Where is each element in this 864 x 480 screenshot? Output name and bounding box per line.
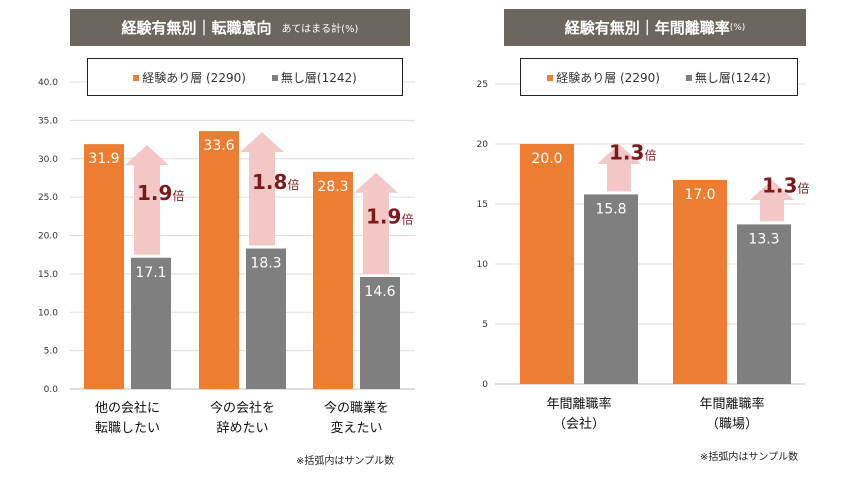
y-tick-label: 35.0 [38,116,58,126]
chart2-title-bar: 経験有無別｜年間離職率 (%) [504,9,806,46]
data-label: 28.3 [317,179,348,195]
chart2-note: ※括弧内はサンプル数 [700,452,799,463]
data-label: 31.9 [88,151,119,167]
chart1-title-bar: 経験有無別｜転職意向 あてはまる計(%) [70,9,410,46]
category-label: 他の会社に [95,400,160,416]
data-label: 15.8 [595,201,626,217]
chart2-title: 経験有無別｜年間離職率 [564,19,730,37]
y-tick-label: 0.0 [44,385,59,395]
y-tick-label: 5 [482,320,488,330]
data-label: 17.1 [135,265,166,281]
y-tick-label: 15.0 [38,270,58,280]
ratio-arrow [750,180,794,222]
data-label: 33.6 [203,138,234,154]
category-label: 年間離職率 [699,396,764,412]
y-tick-label: 15 [477,200,488,210]
ratio-arrow [240,132,284,246]
bar-experienced [313,171,353,389]
bar-none [737,224,791,384]
legend-item: 無し層(1242) [685,69,771,86]
y-tick-label: 25.0 [38,193,58,203]
category-label: 変えたい [330,420,382,436]
chart2-legend: 経験あり層 (2290) 無し層(1242) [520,58,798,96]
ratio-label: 1.3倍 [609,141,656,165]
y-tick-label: 20.0 [38,232,58,242]
y-tick-label: 0 [482,380,488,390]
category-label: （会社） [553,416,605,432]
data-label: 17.0 [684,187,715,203]
bar-experienced [520,144,574,384]
ratio-arrow [354,172,398,274]
data-label: 18.3 [250,256,281,272]
category-label: 今の会社を [210,400,275,416]
chart2-subtitle: (%) [729,22,746,33]
y-tick-label: 25 [477,80,488,90]
ratio-label: 1.8倍 [252,170,299,194]
category-label: 今の職業を [324,400,389,416]
y-tick-label: 10.0 [38,308,58,318]
bar-none [131,257,171,389]
chart1-legend: 経験あり層 (2290) 無し層(1242) [87,58,403,96]
y-tick-label: 40.0 [38,78,58,88]
bar-experienced [673,180,727,384]
category-label: （職場） [706,417,758,432]
data-label: 14.6 [364,284,395,300]
bar-experienced [199,131,239,389]
ratio-label: 1.9倍 [366,204,413,228]
ratio-arrow [597,144,641,192]
y-tick-label: 20 [477,140,489,150]
ratio-label: 1.9倍 [137,181,184,205]
category-label: 辞めたい [216,421,268,436]
bar-none [246,248,286,389]
legend-item: 経験あり層 (2290) [547,69,660,86]
category-label: 年間離職率 [546,396,611,412]
y-tick-label: 10 [477,260,489,270]
legend-item: 経験あり層 (2290) [133,69,246,86]
data-label: 13.3 [748,231,779,247]
chart1-note: ※括弧内はサンプル数 [296,456,395,467]
chart1-subtitle: あてはまる計(%) [281,24,359,35]
ratio-label: 1.3倍 [762,174,809,198]
category-label: 転職したい [95,421,160,436]
bar-none [360,276,400,389]
bar-none [584,194,638,384]
ratio-arrow [125,145,169,255]
legend-item: 無し層(1242) [271,69,357,86]
y-tick-label: 5.0 [44,347,59,357]
bar-experienced [84,144,124,389]
data-label: 20.0 [531,151,562,167]
chart1-title: 経験有無別｜転職意向 [121,19,272,37]
y-tick-label: 30.0 [38,155,58,165]
